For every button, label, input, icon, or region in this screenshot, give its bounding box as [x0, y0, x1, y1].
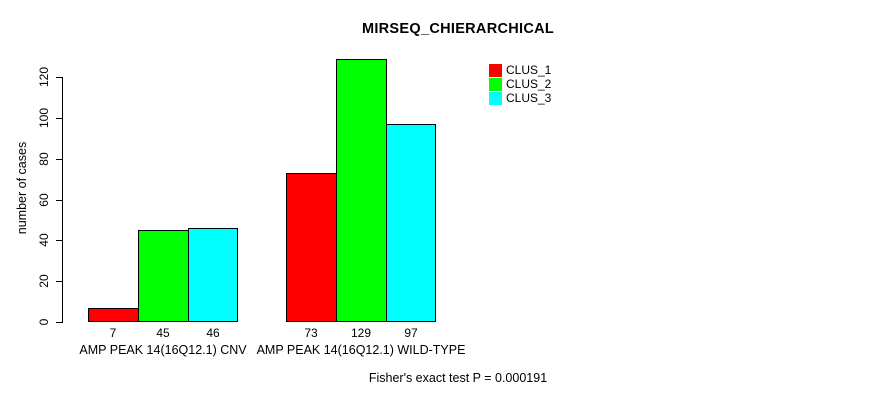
- legend-swatch-clus_2: [489, 78, 502, 91]
- legend-label-clus_1: CLUS_1: [506, 63, 552, 77]
- y-axis-tick: [56, 281, 62, 282]
- x-axis-group-label: AMP PEAK 14(16Q12.1) CNV: [79, 343, 247, 357]
- bar-value-label: 45: [156, 326, 170, 340]
- y-axis-tick: [56, 118, 62, 119]
- y-axis-tick: [56, 77, 62, 78]
- bar-clus_2-group1: [138, 230, 189, 322]
- bar-value-label: 46: [206, 326, 220, 340]
- y-axis-line: [62, 77, 63, 323]
- chart-title: MIRSEQ_CHIERARCHICAL: [361, 21, 555, 37]
- stat-annotation: Fisher's exact test P = 0.000191: [368, 371, 548, 385]
- legend-label-clus_3: CLUS_3: [506, 91, 552, 105]
- bar-clus_3-group2: [386, 124, 436, 322]
- legend-label-clus_2: CLUS_2: [506, 77, 552, 91]
- bar-value-label: 97: [404, 326, 418, 340]
- x-axis-group-label: AMP PEAK 14(16Q12.1) WILD-TYPE: [256, 343, 466, 357]
- y-axis-tick: [56, 240, 62, 241]
- bar-clus_3-group1: [188, 228, 238, 322]
- y-axis-tick: [56, 200, 62, 201]
- bar-value-label: 129: [350, 326, 372, 340]
- bar-value-label: 73: [304, 326, 318, 340]
- bar-value-label: 7: [109, 326, 117, 340]
- legend-swatch-clus_3: [489, 92, 502, 105]
- y-axis-tick: [56, 159, 62, 160]
- y-axis-tick: [56, 322, 62, 323]
- legend-swatch-clus_1: [489, 64, 502, 77]
